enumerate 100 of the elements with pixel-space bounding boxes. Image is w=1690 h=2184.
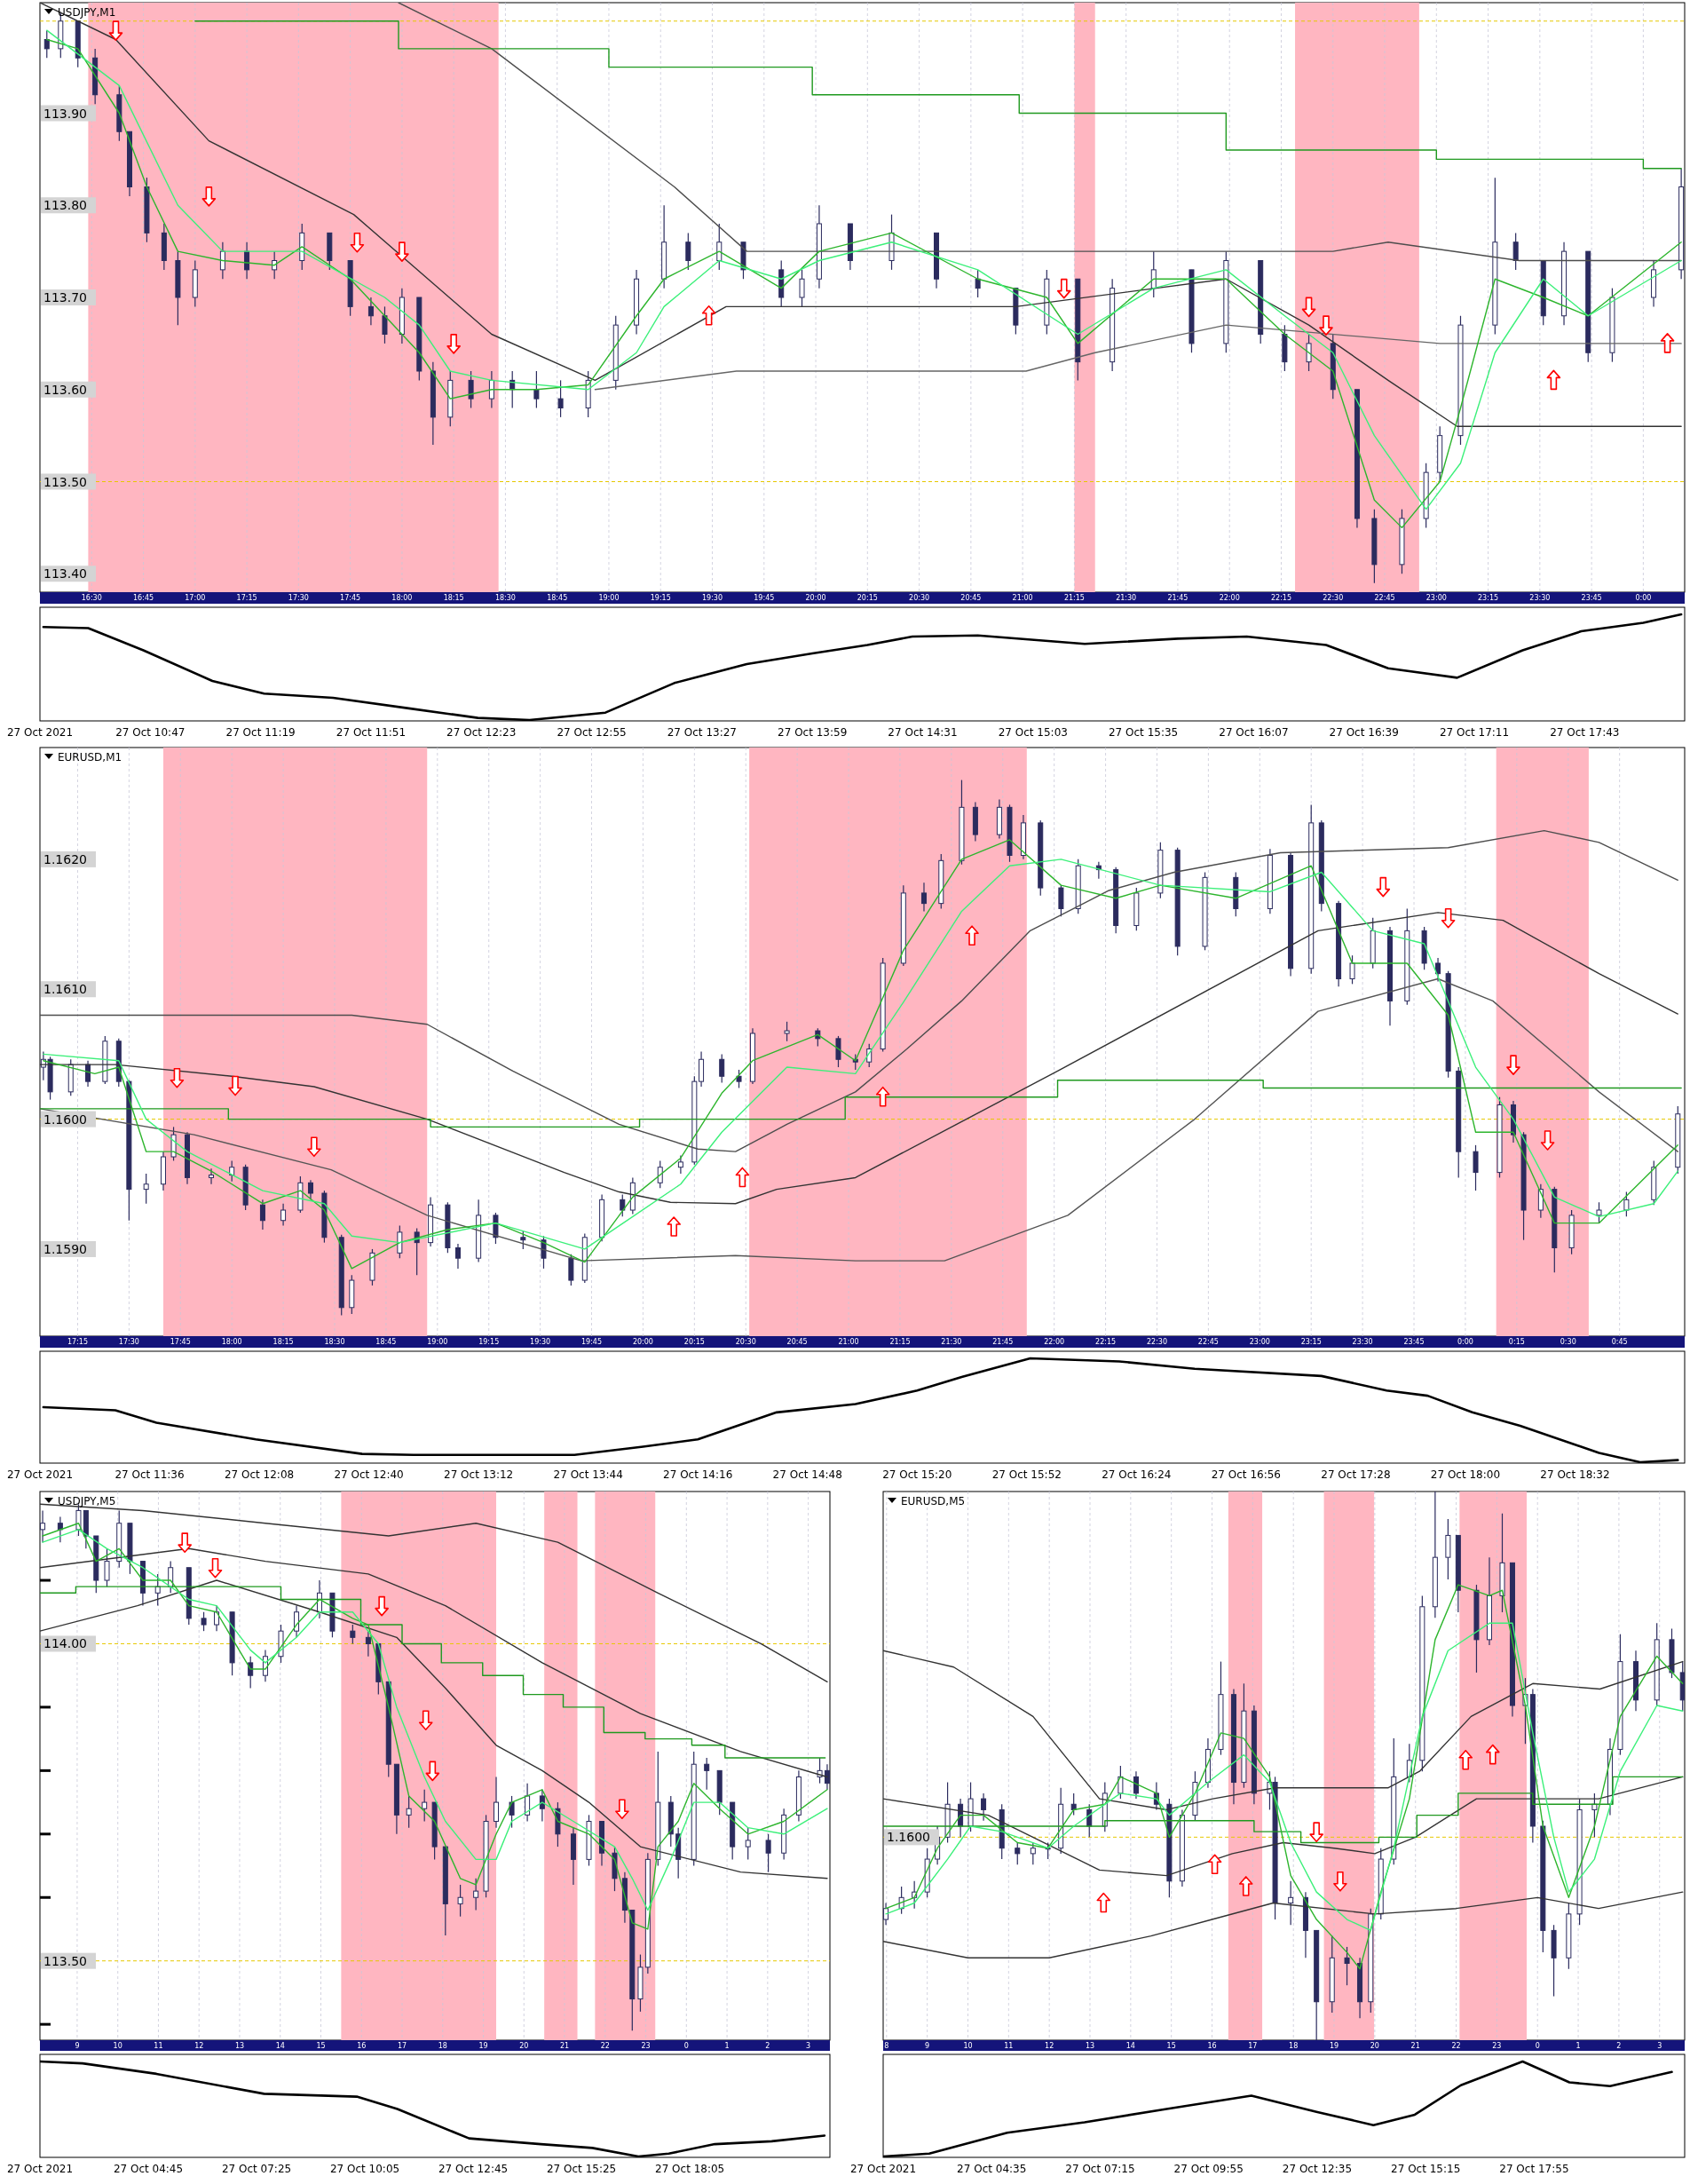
x-tick-label: 27 Oct 10:05 xyxy=(329,2163,400,2175)
y-tick-label: 113.50 xyxy=(43,474,87,489)
line-series xyxy=(594,324,1682,391)
x2-tick-label: 21:30 xyxy=(1116,594,1137,602)
x2-tick-label: 20:00 xyxy=(632,1338,653,1346)
x2-tick-label: 18:00 xyxy=(391,594,413,602)
candlestick xyxy=(716,223,723,271)
x2-tick-label: 23:00 xyxy=(1249,1338,1270,1346)
y-tick-label: 113.60 xyxy=(43,382,87,397)
x-tick-label: 27 Oct 17:11 xyxy=(1439,726,1510,739)
candlestick xyxy=(557,379,564,418)
x2-tick-label: 18:45 xyxy=(547,594,568,602)
x2-tick-label: 22:00 xyxy=(1044,1338,1065,1346)
point xyxy=(350,232,365,253)
point xyxy=(170,1067,185,1088)
x2-tick-label: 22:15 xyxy=(1095,1338,1117,1346)
x2-tick-label: 19:30 xyxy=(701,594,723,602)
chart-title: EURUSD,M5 xyxy=(901,1495,966,1507)
y-tick-label: 114.00 xyxy=(43,1636,87,1651)
candlestick xyxy=(272,250,278,280)
x2-tick-label: 14 xyxy=(275,2041,285,2050)
x2-tick-label: 9 xyxy=(75,2041,80,2050)
x2-tick-label: 23:30 xyxy=(1529,594,1551,602)
x2-tick-label: 0 xyxy=(1535,2041,1540,2050)
x-tick-label: 27 Oct 18:32 xyxy=(1540,1468,1610,1481)
point xyxy=(425,1761,440,1782)
x2-tick-label: 22:15 xyxy=(1270,594,1292,602)
point xyxy=(1207,1854,1222,1875)
point xyxy=(1238,1876,1253,1896)
point xyxy=(201,186,217,207)
x2-tick-label: 17:00 xyxy=(185,594,206,602)
x-tick-label: 27 Oct 12:23 xyxy=(446,726,517,739)
point xyxy=(418,1710,433,1730)
point xyxy=(701,305,716,326)
x2-tick-label: 22 xyxy=(600,2041,610,2050)
candlestick xyxy=(307,1179,313,1200)
x2-tick-label: 20 xyxy=(519,2041,529,2050)
x2-tick-label: 18:30 xyxy=(494,594,516,602)
candlestick xyxy=(533,370,540,409)
candlestick xyxy=(454,1243,461,1270)
y-tick-label: 1.1590 xyxy=(43,1241,87,1256)
candlestick xyxy=(367,297,374,326)
x-tick-label: 27 Oct 13:12 xyxy=(444,1468,514,1481)
point xyxy=(1441,907,1456,929)
candlestick xyxy=(1344,1946,1350,1986)
x2-tick-label: 23:45 xyxy=(1403,1338,1425,1346)
x-tick-label: 27 Oct 15:25 xyxy=(546,2163,617,2175)
x2-tick-label: 0:45 xyxy=(1611,1338,1628,1346)
candlestick xyxy=(745,1827,751,1860)
point xyxy=(208,1557,223,1579)
x2-tick-label: 22:30 xyxy=(1323,594,1344,602)
candlestick xyxy=(1473,1144,1479,1191)
x2-tick-label: 11 xyxy=(154,2041,163,2050)
x2-tick-label: 0:30 xyxy=(1560,1338,1576,1346)
x2-tick-label: 19:00 xyxy=(427,1338,448,1346)
x2-tick-label: 17:15 xyxy=(67,1338,88,1346)
candlestick xyxy=(201,1611,207,1632)
x-tick-label: 27 Oct 17:55 xyxy=(1499,2163,1569,2175)
candlestick xyxy=(1030,1841,1036,1865)
y-tick-label: 1.1620 xyxy=(43,851,87,866)
x2-tick-label: 17:15 xyxy=(236,594,257,602)
candlestick xyxy=(539,1789,545,1823)
x2-tick-label: 20:45 xyxy=(786,1338,808,1346)
point xyxy=(1301,297,1316,318)
candlestick xyxy=(1133,1770,1139,1800)
x2-tick-label: 10 xyxy=(113,2041,122,2050)
x2-tick-label: 22:00 xyxy=(1219,594,1240,602)
x2-tick-label: 0:00 xyxy=(1457,1338,1473,1346)
x-tick-label: 27 Oct 12:35 xyxy=(1282,2163,1353,2175)
x-tick-label: 27 Oct 04:45 xyxy=(113,2163,184,2175)
point xyxy=(1546,369,1561,391)
line-series xyxy=(40,1579,828,1879)
candlestick xyxy=(57,1515,63,1543)
x2-tick-label: 20:15 xyxy=(683,1338,705,1346)
x-tick-label: 27 Oct 13:59 xyxy=(778,726,848,739)
chart-title: USDJPY,M1 xyxy=(58,6,116,19)
x2-tick-label: 3 xyxy=(806,2041,811,2050)
x-tick-label: 27 Oct 15:20 xyxy=(882,1468,952,1481)
candlestick xyxy=(704,1757,710,1791)
candlestick xyxy=(397,1225,403,1259)
x2-tick-label: 20:00 xyxy=(805,594,826,602)
x2-tick-label: 17:30 xyxy=(288,594,309,602)
x-tick-label: 27 Oct 2021 xyxy=(6,2163,74,2175)
x-tick-label: 27 Oct 15:52 xyxy=(991,1468,1062,1481)
candlestick xyxy=(685,232,691,271)
point xyxy=(1458,1750,1473,1770)
chart-title: USDJPY,M5 xyxy=(58,1495,116,1507)
point xyxy=(1540,1130,1555,1151)
candlestick xyxy=(1623,1191,1630,1217)
x2-tick-label: 22:45 xyxy=(1197,1338,1219,1346)
candlestick xyxy=(1058,884,1064,917)
line-series xyxy=(40,829,1678,1152)
x2-tick-label: 23:30 xyxy=(1352,1338,1373,1346)
x-tick-label: 27 Oct 12:55 xyxy=(557,726,627,739)
candlestick xyxy=(719,1053,725,1084)
x-tick-label: 27 Oct 14:48 xyxy=(772,1468,842,1481)
y-tick-label: 1.1600 xyxy=(43,1112,87,1127)
candlestick xyxy=(143,1173,149,1205)
x2-tick-label: 21:45 xyxy=(1167,594,1189,602)
candlestick xyxy=(457,1884,463,1918)
